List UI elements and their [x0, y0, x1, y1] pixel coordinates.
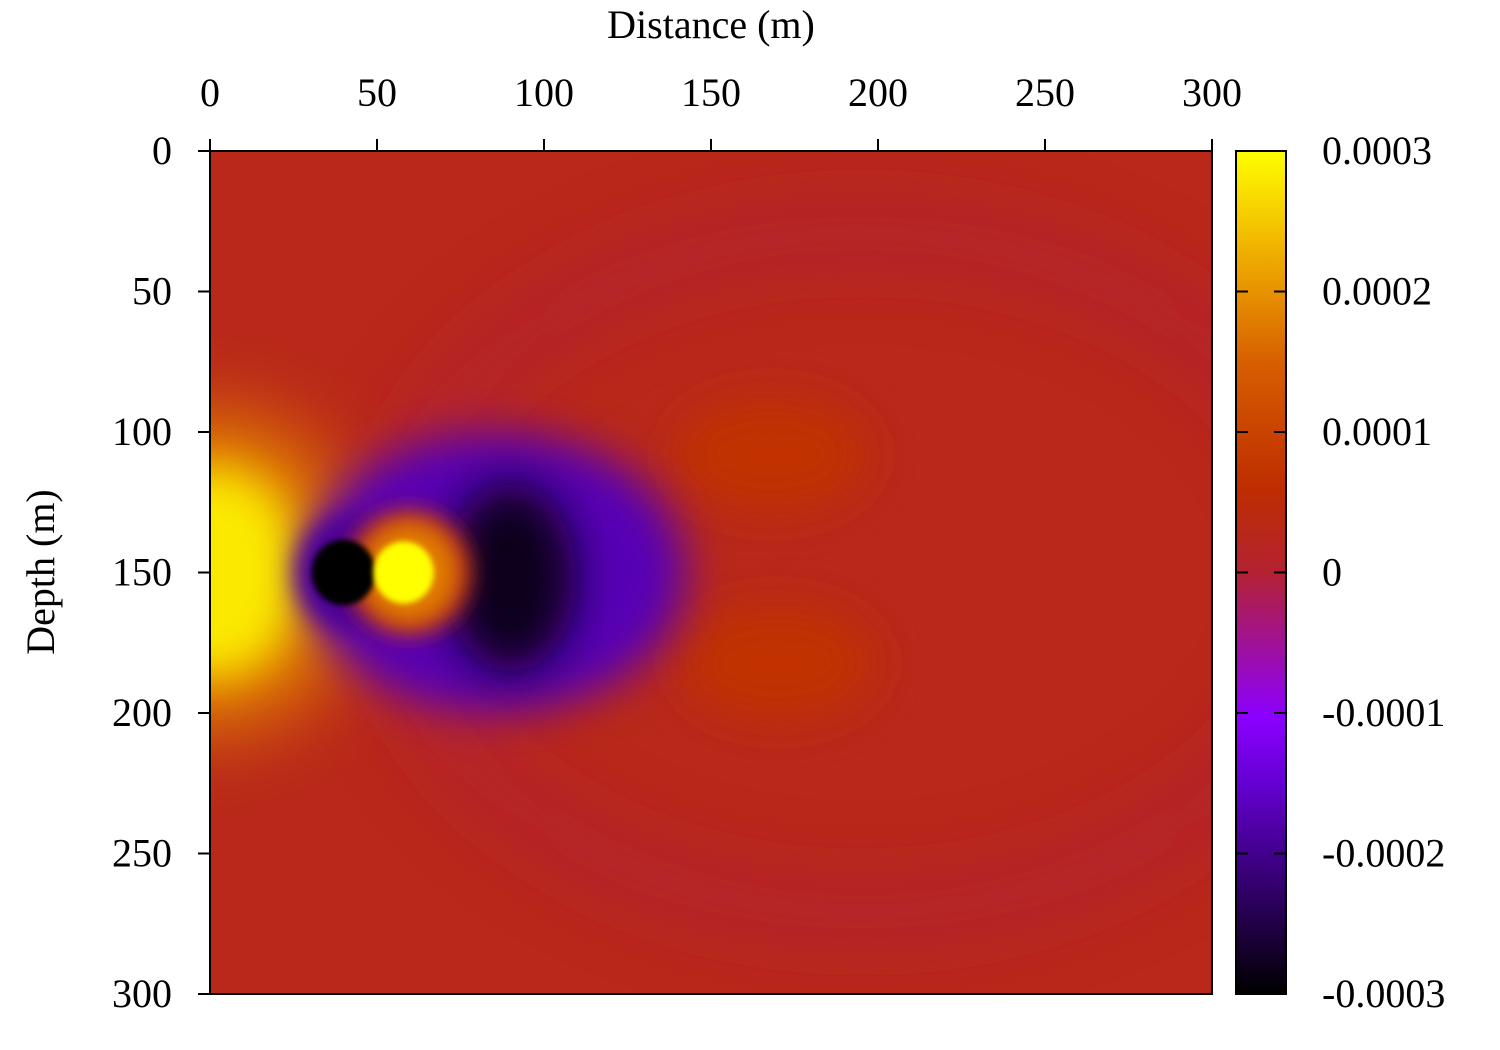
positive-patch [676, 399, 867, 510]
colorbar-tick-label: 0.0002 [1322, 269, 1432, 314]
x-tick-label: 200 [848, 70, 908, 115]
positive-core [373, 541, 434, 604]
heatmap-field [210, 151, 1212, 994]
y-tick-label: 300 [112, 971, 172, 1016]
negative-arc [445, 482, 576, 673]
y-tick-label: 0 [152, 128, 172, 173]
positive-patch [682, 607, 873, 718]
colorbar-tick-label: -0.0002 [1322, 831, 1445, 876]
y-tick-label: 200 [112, 690, 172, 735]
x-axis: 0 50 100 150 200 250 300 [200, 70, 1242, 151]
y-axis-title: Depth (m) [18, 489, 63, 655]
x-tick-label: 300 [1182, 70, 1242, 115]
y-tick-label: 50 [132, 269, 172, 314]
negative-core [311, 539, 376, 606]
colorbar-tick-label: 0.0003 [1322, 128, 1432, 173]
y-tick-label: 100 [112, 409, 172, 454]
x-tick-label: 0 [200, 70, 220, 115]
x-tick-label: 100 [514, 70, 574, 115]
x-tick-label: 150 [681, 70, 741, 115]
y-tick-label: 150 [112, 550, 172, 595]
x-tick-label: 50 [357, 70, 397, 115]
positive-lobe [210, 467, 300, 678]
colorbar-tick-label: 0.0001 [1322, 409, 1432, 454]
x-axis-title: Distance (m) [607, 2, 815, 47]
y-axis: 0 50 100 150 200 250 300 [112, 128, 210, 1016]
colorbar-tick-label: -0.0003 [1322, 971, 1445, 1016]
colorbar-tick-label: 0 [1322, 550, 1342, 595]
colorbar-axis: 0.0003 0.0002 0.0001 0 -0.0001 -0.0002 -0.0003 [1236, 128, 1445, 1016]
x-tick-label: 250 [1015, 70, 1075, 115]
y-tick-label: 250 [112, 831, 172, 876]
colorbar-tick-label: -0.0001 [1322, 690, 1445, 735]
